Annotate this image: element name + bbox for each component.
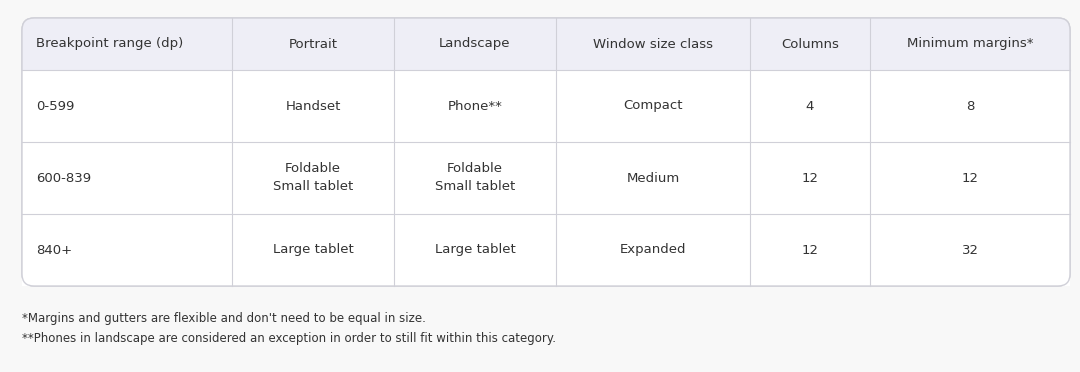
Text: Portrait: Portrait <box>288 38 337 51</box>
Text: 840+: 840+ <box>36 244 72 257</box>
Text: Compact: Compact <box>623 99 683 112</box>
Text: 12: 12 <box>961 171 978 185</box>
Text: Handset: Handset <box>285 99 340 112</box>
Text: Large tablet: Large tablet <box>272 244 353 257</box>
Text: Large tablet: Large tablet <box>434 244 515 257</box>
Text: Phone**: Phone** <box>447 99 502 112</box>
Text: 4: 4 <box>806 99 814 112</box>
Text: **Phones in landscape are considered an exception in order to still fit within t: **Phones in landscape are considered an … <box>22 332 556 345</box>
Text: 8: 8 <box>966 99 974 112</box>
Text: Minimum margins*: Minimum margins* <box>907 38 1034 51</box>
Text: 0-599: 0-599 <box>36 99 75 112</box>
Text: Window size class: Window size class <box>593 38 713 51</box>
Text: Foldable
Small tablet: Foldable Small tablet <box>273 163 353 193</box>
Text: 600-839: 600-839 <box>36 171 91 185</box>
FancyBboxPatch shape <box>22 18 1070 286</box>
Text: 12: 12 <box>801 171 819 185</box>
Text: 32: 32 <box>961 244 978 257</box>
Text: *Margins and gutters are flexible and don't need to be equal in size.: *Margins and gutters are flexible and do… <box>22 312 426 325</box>
Text: 12: 12 <box>801 244 819 257</box>
Text: Breakpoint range (dp): Breakpoint range (dp) <box>36 38 184 51</box>
Bar <box>22 70 1070 286</box>
Text: Foldable
Small tablet: Foldable Small tablet <box>435 163 515 193</box>
Text: Expanded: Expanded <box>620 244 686 257</box>
FancyBboxPatch shape <box>22 18 1070 286</box>
Text: Landscape: Landscape <box>440 38 511 51</box>
Text: Columns: Columns <box>781 38 839 51</box>
Text: Medium: Medium <box>626 171 679 185</box>
